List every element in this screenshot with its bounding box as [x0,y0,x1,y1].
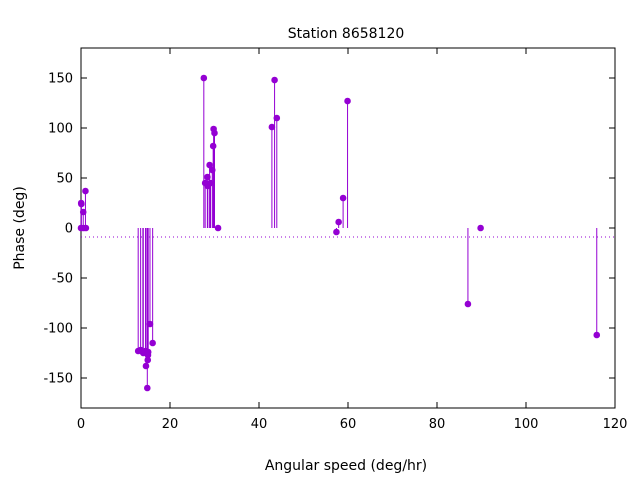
y-tick-label: -100 [43,322,73,337]
data-point [273,114,281,122]
data-point [268,123,276,131]
y-tick-label: 50 [56,172,73,187]
data-point [144,348,152,356]
y-tick-label: -50 [52,272,73,287]
x-axis: 0 20 40 60 80 100 120 [77,48,628,432]
x-tick-label: 120 [603,417,628,432]
data-point [206,161,213,169]
data-point [209,142,217,150]
data-point [271,76,278,84]
y-tick-label: 100 [48,122,73,137]
data-point [593,331,601,339]
data-point [211,129,218,137]
x-tick-label: 60 [340,417,357,432]
data-point [144,356,152,364]
y-tick-label: 0 [65,222,73,237]
x-tick-label: 100 [514,417,539,432]
data-point [214,224,222,232]
data-point [78,200,85,208]
data-point [144,384,151,392]
data-point [333,228,340,236]
data-point [149,339,156,347]
x-tick-label: 20 [162,417,179,432]
data-series [77,74,601,392]
data-point [344,97,351,105]
data-point [200,74,208,82]
data-point [146,320,154,328]
data-point [464,300,472,308]
data-point [79,208,87,216]
data-point [207,179,214,187]
data-point [477,224,484,232]
x-axis-title: Angular speed (deg/hr) [265,458,427,474]
y-axis: -150 -100 -50 0 50 100 150 [43,72,615,387]
data-point [339,194,347,202]
data-point [335,218,342,226]
y-axis-title: Phase (deg) [12,186,28,270]
data-point [82,224,90,232]
data-point [208,166,216,174]
y-tick-label: -150 [43,372,73,387]
chart-title: Station 8658120 [288,26,405,42]
x-tick-label: 0 [77,417,85,432]
y-tick-label: 150 [48,72,73,87]
data-point [142,362,150,370]
data-point [204,173,211,181]
x-tick-label: 40 [251,417,268,432]
x-tick-label: 80 [429,417,446,432]
data-point [82,187,89,195]
